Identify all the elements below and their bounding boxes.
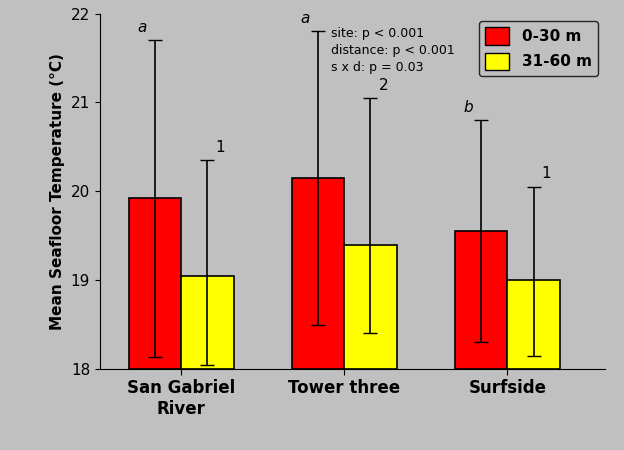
Bar	[182, 276, 233, 369]
Bar	[507, 280, 560, 369]
Text: 2: 2	[379, 77, 388, 93]
Legend: 0-30 m, 31-60 m: 0-30 m, 31-60 m	[479, 21, 598, 76]
Text: 1: 1	[216, 140, 225, 155]
Bar	[292, 178, 344, 369]
Bar	[344, 245, 397, 369]
Text: b: b	[464, 100, 473, 115]
Text: a: a	[137, 20, 147, 35]
Text: a: a	[301, 11, 310, 26]
Bar	[456, 231, 507, 369]
Text: site: p < 0.001
distance: p < 0.001
s x d: p = 0.03: site: p < 0.001 distance: p < 0.001 s x …	[331, 27, 455, 74]
Bar	[129, 198, 182, 369]
Y-axis label: Mean Seafloor Temperature (°C): Mean Seafloor Temperature (°C)	[50, 53, 65, 330]
Text: 1: 1	[542, 166, 552, 181]
